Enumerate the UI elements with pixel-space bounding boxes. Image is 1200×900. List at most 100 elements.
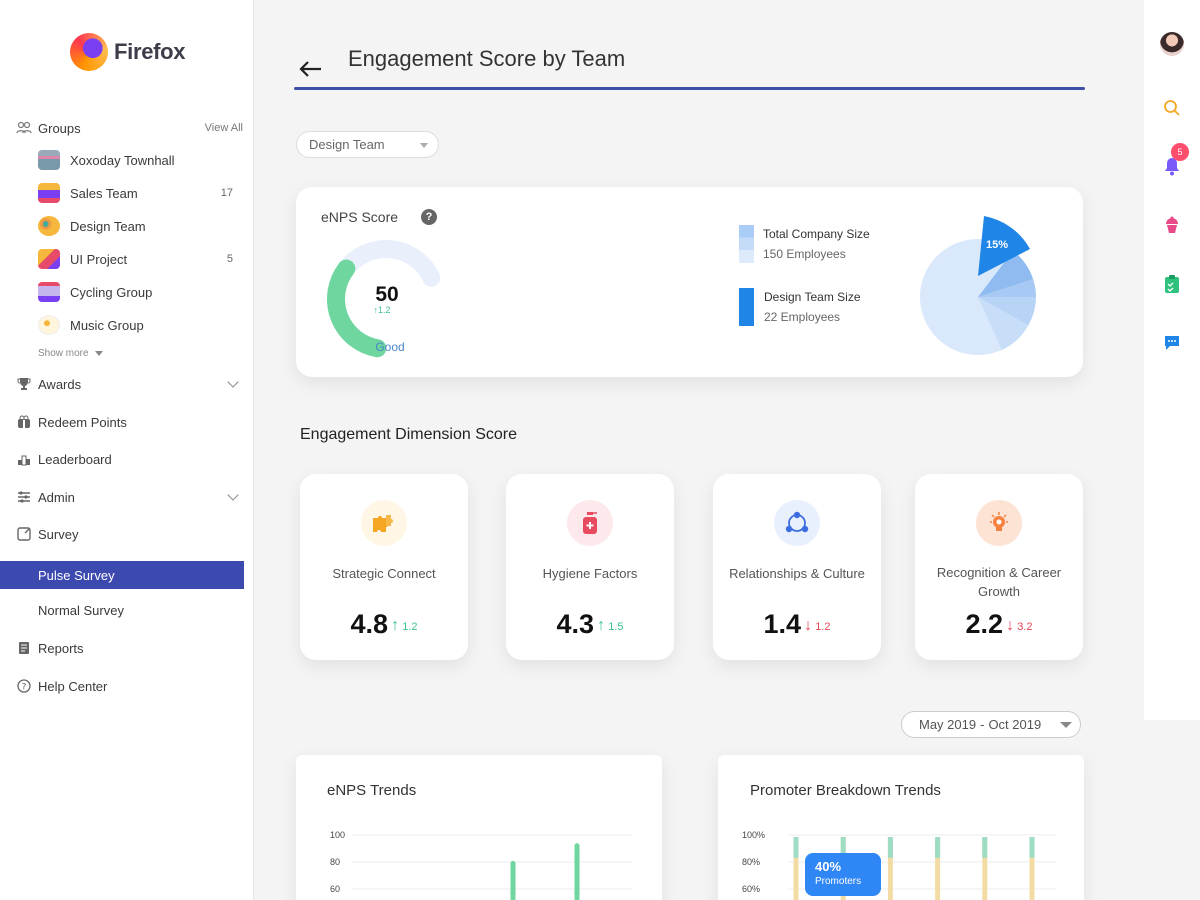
sanitizer-icon <box>567 500 613 546</box>
nav-label: Pulse Survey <box>38 567 115 583</box>
nav-label: Redeem Points <box>38 414 127 430</box>
dimension-card[interactable]: Hygiene Factors 4.3 ↑ 1.5 <box>506 474 674 660</box>
groups-header: Groups View All <box>16 116 243 140</box>
dimension-score: 1.4 ↓ 1.2 <box>713 609 881 640</box>
reports-icon <box>16 640 32 656</box>
show-more-link[interactable]: Show more <box>38 348 104 359</box>
sliders-icon <box>16 489 32 505</box>
group-count: 5 <box>226 253 233 265</box>
app-name: Firefox <box>114 39 186 64</box>
network-icon <box>774 500 820 546</box>
nav-admin[interactable]: Admin <box>16 485 243 509</box>
nav-leaderboard[interactable]: Leaderboard <box>16 447 243 471</box>
cupcake-icon[interactable] <box>1160 213 1184 237</box>
dimension-card[interactable]: Recognition & Career Growth 2.2 ↓ 3.2 <box>915 474 1083 660</box>
nav-label: Reports <box>38 640 84 656</box>
y-tick-label: 60 <box>330 884 340 894</box>
chevron-down-icon <box>227 489 239 501</box>
enps-delta-value: 1.2 <box>377 305 391 315</box>
pie-slice <box>978 251 1033 297</box>
group-label: Xoxoday Townhall <box>70 152 175 168</box>
nav-label: Awards <box>38 376 82 392</box>
pie-slice <box>978 297 1028 350</box>
dimension-name: Relationships & Culture <box>729 566 865 581</box>
group-label: Design Team <box>70 218 146 234</box>
total-size-swatch <box>739 225 754 263</box>
caret-down-icon <box>95 350 104 356</box>
dimension-name: Recognition & Career Growth <box>936 565 1062 599</box>
gauge-fill <box>327 259 387 358</box>
title-underline <box>294 87 1085 90</box>
pie-slice <box>978 297 1036 325</box>
nav-label: Admin <box>38 489 75 505</box>
delta-up: ↑ 1.5 <box>597 616 624 634</box>
groups-label: Groups <box>38 120 81 136</box>
dimension-card[interactable]: Strategic Connect 4.8 ↑ 1.2 <box>300 474 468 660</box>
pie-label: 15% <box>986 239 1008 251</box>
dimension-name: Hygiene Factors <box>542 566 638 581</box>
team-select[interactable]: Design Team <box>296 131 439 158</box>
nav-redeem-points[interactable]: Redeem Points <box>16 410 243 434</box>
enps-card: eNPS Score ? 50 ↑1.2 Good Total Company … <box>296 187 1083 377</box>
promoter-trends-chart: 100% 80% 60% <box>742 830 1056 900</box>
group-label: Cycling Group <box>70 284 153 300</box>
group-item[interactable]: Cycling Group <box>38 280 233 304</box>
enps-trends-chart: 100 80 60 <box>330 830 632 900</box>
survey-icon <box>16 526 32 542</box>
search-icon[interactable] <box>1160 96 1184 120</box>
ui-project-icon <box>38 249 60 269</box>
dimension-score: 2.2 ↓ 3.2 <box>915 609 1083 640</box>
nav-awards[interactable]: Awards <box>16 372 243 396</box>
tooltip-label: Promoters <box>815 876 862 887</box>
chevron-down-icon <box>227 376 239 388</box>
show-more-label: Show more <box>38 348 89 359</box>
score-value: 4.3 <box>556 609 595 639</box>
chart-tooltip: 40% Promoters <box>805 853 881 896</box>
puzzle-icon <box>361 500 407 546</box>
dimension-card[interactable]: Relationships & Culture 1.4 ↓ 1.2 <box>713 474 881 660</box>
enps-gauge <box>327 240 441 358</box>
date-separator: - <box>980 717 985 732</box>
dimension-name: Strategic Connect <box>332 566 436 581</box>
sales-icon <box>38 183 60 203</box>
lightbulb-icon <box>976 500 1022 546</box>
back-arrow-icon[interactable] <box>298 54 322 85</box>
help-icon[interactable]: ? <box>421 209 437 225</box>
sidebar: Firefox Groups View All Xoxoday Townhall… <box>0 0 254 900</box>
trend-title: Promoter Breakdown Trends <box>750 782 941 799</box>
user-avatar[interactable] <box>1160 32 1184 56</box>
clipboard-check-icon[interactable] <box>1160 272 1184 296</box>
team-size-value: 22 Employees <box>764 310 841 324</box>
team-size-pie: 15% <box>920 216 1036 355</box>
nav-label: Leaderboard <box>38 451 112 467</box>
group-item[interactable]: Xoxoday Townhall <box>38 148 233 172</box>
app-logo[interactable]: Firefox <box>70 33 186 71</box>
trend-title: eNPS Trends <box>327 782 417 799</box>
group-item[interactable]: Design Team <box>38 214 233 238</box>
y-tick-label: 80 <box>330 857 340 867</box>
groups-icon <box>16 120 32 136</box>
nav-normal-survey[interactable]: Normal Survey <box>38 603 124 618</box>
delta-up: ↑ 1.2 <box>391 616 418 634</box>
group-item[interactable]: Sales Team 17 <box>38 181 233 205</box>
enps-label: eNPS Score <box>321 209 399 225</box>
delta-value: 1.2 <box>402 620 418 633</box>
bell-icon[interactable] <box>1160 154 1184 178</box>
trophy-icon <box>16 376 32 392</box>
date-range-select[interactable]: May 2019 - Oct 2019 <box>901 711 1081 738</box>
score-value: 4.8 <box>350 609 389 639</box>
nav-pulse-survey[interactable]: Pulse Survey <box>0 561 244 589</box>
nav-reports[interactable]: Reports <box>16 636 243 660</box>
delta-value: 3.2 <box>1017 620 1033 633</box>
promoter-trends-card: Promoter Breakdown Trends 100% 80% 60% 40%… <box>718 755 1084 900</box>
enps-trends-card: eNPS Trends 100 80 60 <box>296 755 662 900</box>
chat-icon[interactable] <box>1160 331 1184 355</box>
group-item[interactable]: Music Group <box>38 313 233 337</box>
view-all-link[interactable]: View All <box>204 122 243 134</box>
townhall-icon <box>38 150 60 170</box>
y-tick-label: 100 <box>330 830 345 840</box>
firefox-logo-icon <box>70 33 108 71</box>
nav-survey[interactable]: Survey <box>16 522 243 546</box>
nav-help-center[interactable]: ? Help Center <box>16 674 243 698</box>
group-item[interactable]: UI Project 5 <box>38 247 233 271</box>
